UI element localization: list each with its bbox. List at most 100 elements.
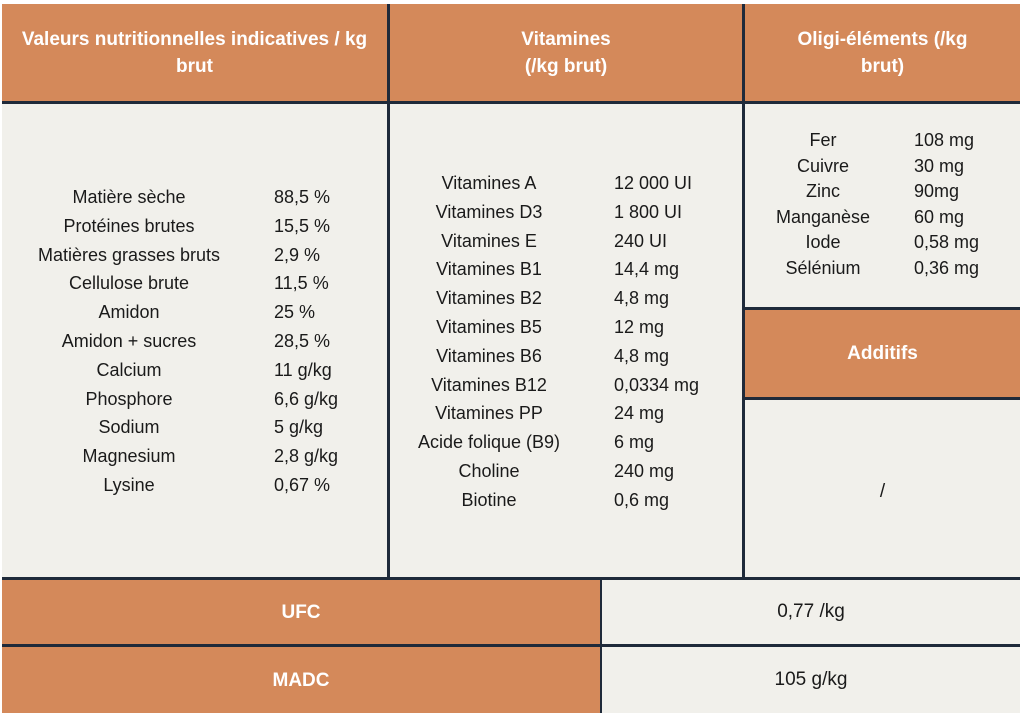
valeurs-label: Sodium — [98, 417, 160, 438]
vitamines-label: Vitamines A — [441, 173, 537, 193]
divider-h-header — [2, 101, 1020, 104]
vitamines-value: 24 mg — [614, 403, 665, 424]
vitamines-value: 0,6 mg — [614, 489, 670, 510]
vitamines-row: Vitamines E 240 UI — [390, 227, 699, 256]
vitamines-value: 12 000 UI — [614, 173, 693, 193]
additifs-value: / — [879, 481, 886, 502]
nutrition-table: Valeurs nutritionnelles indicatives / kg… — [2, 4, 1020, 713]
oligo-value: 90mg — [914, 181, 960, 202]
oligo-row: Fer 108 mg — [745, 128, 979, 154]
oligo-value: 30 mg — [914, 155, 965, 176]
valeurs-value: 0,67 % — [274, 474, 331, 495]
oligo-label: Zinc — [805, 181, 840, 202]
oligo-label: Cuivre — [796, 155, 849, 176]
vitamines-row: Biotine 0,6 mg — [390, 486, 699, 515]
oligo-value: 108 mg — [914, 130, 975, 150]
vitamines-label: Vitamines B12 — [431, 374, 547, 395]
divider-v1 — [387, 4, 390, 580]
oligo-row: Iode 0,58 mg — [745, 230, 979, 256]
divider-h-body — [2, 577, 1020, 580]
vitamines-row: Vitamines B1 14,4 mg — [390, 255, 699, 284]
valeurs-label: Calcium — [96, 359, 162, 380]
vitamines-row: Vitamines A 12 000 UI — [390, 169, 699, 198]
valeurs-row: Sodium 5 g/kg — [2, 413, 338, 442]
vitamines-row: Vitamines PP 24 mg — [390, 399, 699, 428]
vitamines-label: Vitamines B6 — [436, 345, 542, 366]
valeurs-label: Protéines brutes — [63, 215, 195, 236]
valeurs-value: 6,6 g/kg — [274, 388, 339, 409]
ufc-value: 0,77 /kg — [777, 601, 845, 622]
valeurs-row: Protéines brutes 15,5 % — [2, 212, 338, 241]
valeurs-row: Phosphore 6,6 g/kg — [2, 385, 338, 414]
madc-label: MADC — [272, 669, 330, 691]
ufc-label: UFC — [281, 601, 321, 623]
vitamines-label: Biotine — [461, 489, 517, 510]
oligo-label: Sélénium — [785, 257, 861, 278]
header-additifs: Additifs — [745, 310, 1020, 397]
vitamines-label: Vitamines B5 — [436, 316, 542, 337]
oligo-value: 0,36 mg — [914, 257, 980, 278]
valeurs-label: Cellulose brute — [68, 273, 190, 294]
valeurs-value: 5 g/kg — [274, 417, 324, 438]
vitamines-label: Acide folique (B9) — [417, 432, 561, 453]
madc-value: 105 g/kg — [774, 669, 848, 690]
valeurs-row: Lysine 0,67 % — [2, 471, 338, 500]
divider-h-oligo — [745, 307, 1020, 310]
oligo-label: Iode — [805, 232, 841, 253]
oligo-value: 60 mg — [914, 206, 965, 227]
valeurs-row: Calcium 11 g/kg — [2, 356, 338, 385]
valeurs-row: Magnesium 2,8 g/kg — [2, 442, 338, 471]
vitamines-value: 1 800 UI — [614, 201, 683, 222]
vitamines-cell: Vitamines A 12 000 UI Vitamines D3 1 800 UI… — [390, 104, 742, 577]
oligo-value: 0,58 mg — [914, 232, 980, 253]
oligo-row: Manganèse 60 mg — [745, 205, 979, 231]
vitamines-value: 12 mg — [614, 316, 665, 337]
oligo-label: Fer — [809, 130, 837, 150]
vitamines-value: 240 UI — [614, 230, 668, 251]
vitamines-value: 6 mg — [614, 432, 655, 453]
valeurs-value: 28,5 % — [274, 330, 331, 351]
valeurs-value: 25 % — [274, 302, 316, 323]
header-additifs-text: Additifs — [847, 343, 918, 364]
vitamines-value: 4,8 mg — [614, 345, 670, 366]
vitamines-label: Vitamines PP — [435, 403, 543, 424]
valeurs-value: 2,8 g/kg — [274, 446, 339, 467]
valeurs-label: Amidon + sucres — [61, 330, 197, 351]
valeurs-label: Matière sèche — [72, 187, 186, 207]
valeurs-value: 11,5 % — [274, 273, 329, 294]
vitamines-label: Vitamines B1 — [436, 259, 542, 280]
madc-label-cell: MADC — [2, 647, 600, 713]
valeurs-value: 11 g/kg — [274, 359, 332, 380]
oligo-row: Zinc 90mg — [745, 179, 979, 205]
vitamines-label: Choline — [458, 460, 520, 481]
vitamines-value: 240 mg — [614, 460, 675, 481]
divider-h-ufc — [2, 644, 1020, 647]
vitamines-label: Vitamines D3 — [435, 201, 543, 222]
valeurs-label: Amidon — [98, 302, 160, 323]
header-vitamines-line1: Vitamines — [521, 28, 611, 50]
vitamines-row: Acide folique (B9) 6 mg — [390, 428, 699, 457]
valeurs-label: Matières grasses bruts — [37, 244, 221, 265]
additifs-cell: / — [745, 400, 1020, 577]
madc-value-cell: 105 g/kg — [602, 647, 1020, 713]
header-oligo-line2: brut) — [860, 55, 905, 77]
header-vitamines-line2: (/kg brut) — [524, 55, 608, 77]
vitamines-value: 4,8 mg — [614, 288, 670, 309]
valeurs-list: Matière sèche 88,5 % Protéines brutes 15,5 … — [2, 183, 338, 500]
oligo-list: Fer 108 mg Cuivre 30 mg Zinc 90mg Manganèse 60 … — [745, 128, 979, 282]
header-valeurs: Valeurs nutritionnelles indicatives / kg… — [2, 4, 387, 101]
valeurs-row: Amidon + sucres 28,5 % — [2, 327, 338, 356]
oligo-label: Manganèse — [775, 206, 871, 227]
vitamines-row: Vitamines B12 0,0334 mg — [390, 371, 699, 400]
vitamines-row: Vitamines D3 1 800 UI — [390, 198, 699, 227]
vitamines-list: Vitamines A 12 000 UI Vitamines D3 1 800 UI… — [390, 169, 699, 515]
vitamines-row: Vitamines B5 12 mg — [390, 313, 699, 342]
vitamines-row: Vitamines B6 4,8 mg — [390, 342, 699, 371]
header-valeurs-text: Valeurs nutritionnelles indicatives / kg… — [21, 28, 368, 77]
valeurs-cell: Matière sèche 88,5 % Protéines brutes 15,5 … — [2, 104, 387, 577]
vitamines-value: 14,4 mg — [614, 259, 680, 280]
valeurs-row: Amidon 25 % — [2, 298, 338, 327]
divider-v2 — [742, 4, 745, 580]
header-vitamines: Vitamines (/kg brut) — [390, 4, 742, 101]
oligo-row: Cuivre 30 mg — [745, 154, 979, 180]
